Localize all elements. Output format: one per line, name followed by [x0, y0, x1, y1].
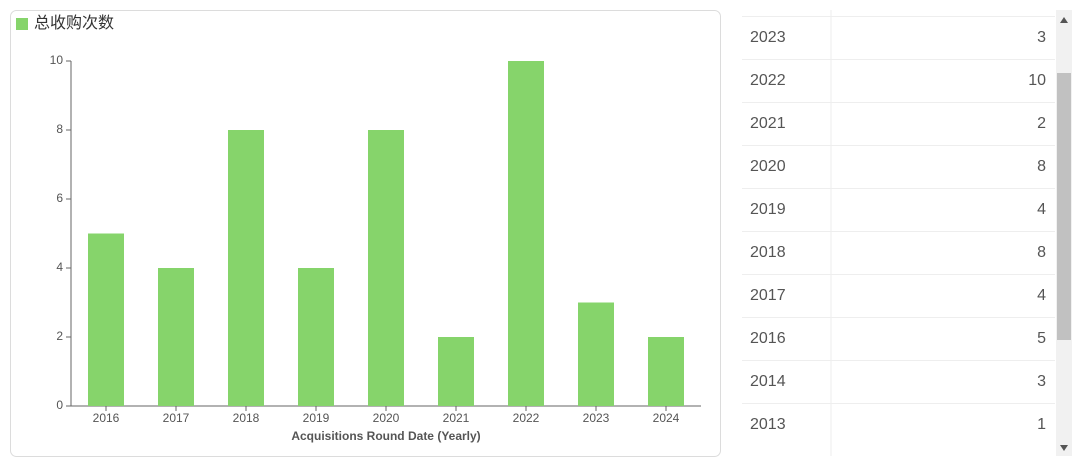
table-panel — [742, 10, 1074, 456]
table-cell: 10 — [1028, 72, 1046, 89]
legend-label: 总收购次数 — [34, 14, 114, 32]
y-tick-label: 6 — [56, 191, 63, 205]
bar — [158, 268, 194, 406]
table-cell: 2017 — [750, 287, 786, 304]
table-cell: 2018 — [750, 244, 786, 261]
table-cell: 2016 — [750, 330, 786, 347]
table-cell: 2020 — [750, 158, 786, 175]
y-tick-label: 0 — [56, 398, 63, 412]
bar — [508, 61, 544, 406]
x-tick-label: 2022 — [513, 411, 540, 425]
y-tick-label: 10 — [50, 53, 64, 67]
y-tick-label: 2 — [56, 329, 63, 343]
table-cell: 2014 — [750, 373, 786, 390]
legend-swatch — [16, 18, 28, 30]
bar — [438, 337, 474, 406]
table-cell: 8 — [1037, 158, 1046, 175]
x-tick-label: 2019 — [303, 411, 330, 425]
bar — [88, 233, 124, 406]
x-tick-label: 2020 — [373, 411, 400, 425]
y-tick-label: 4 — [56, 260, 63, 274]
scrollbar-thumb[interactable] — [1057, 73, 1071, 340]
table-cell: 1 — [1037, 416, 1046, 433]
x-tick-label: 2017 — [163, 411, 190, 425]
y-tick-label: 8 — [56, 122, 63, 136]
x-tick-label: 2016 — [93, 411, 120, 425]
bar — [578, 302, 614, 406]
x-tick-label: 2023 — [583, 411, 610, 425]
x-tick-label: 2018 — [233, 411, 260, 425]
table-cell: 4 — [1037, 201, 1046, 218]
table-cell: 4 — [1037, 287, 1046, 304]
table-cell: 2022 — [750, 72, 786, 89]
bar — [368, 130, 404, 406]
table-cell: 2013 — [750, 416, 786, 433]
bar — [298, 268, 334, 406]
x-axis-title: Acquisitions Round Date (Yearly) — [291, 429, 480, 443]
table-cell: 5 — [1037, 330, 1046, 347]
scroll-up-arrow[interactable] — [1060, 17, 1068, 23]
table-cell: 3 — [1037, 29, 1046, 46]
x-tick-label: 2024 — [653, 411, 680, 425]
table-cell: 8 — [1037, 244, 1046, 261]
scroll-down-arrow[interactable] — [1060, 445, 1068, 451]
table-cell: 2023 — [750, 29, 786, 46]
table-cell: 2 — [1037, 115, 1046, 132]
bar — [648, 337, 684, 406]
bar — [228, 130, 264, 406]
x-tick-label: 2021 — [443, 411, 470, 425]
table-cell: 2019 — [750, 201, 786, 218]
table-cell: 3 — [1037, 373, 1046, 390]
table-cell: 2021 — [750, 115, 786, 132]
